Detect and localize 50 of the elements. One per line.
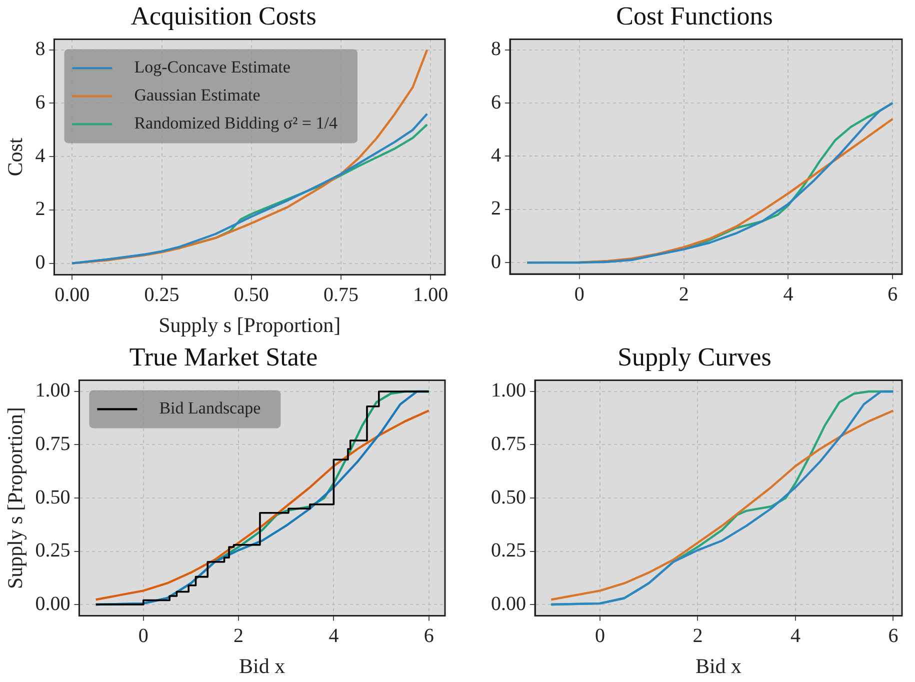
y-tick-label: 2 (35, 198, 46, 220)
y-tick-label: 6 (35, 91, 46, 114)
x-tick-label: 0 (574, 283, 584, 306)
x-tick-label: 2 (678, 283, 689, 306)
y-tick-label: 0.50 (491, 486, 526, 508)
x-tick-label: 6 (888, 283, 898, 306)
y-axis-title: Supply s [Proportion] (3, 406, 28, 590)
x-tick-label: 6 (424, 625, 434, 648)
x-tick-label: 0.00 (54, 284, 90, 306)
y-tick-label: 4 (491, 144, 501, 166)
x-tick-label: 4 (783, 283, 794, 306)
x-axis-title: Bid x (239, 654, 286, 678)
legend-label: Bid Landscape (159, 398, 261, 418)
y-tick-label: 0 (491, 250, 501, 273)
y-tick-label: 4 (35, 144, 46, 167)
x-tick-label: 1.00 (413, 284, 448, 306)
chart-title: Acquisition Costs (130, 1, 316, 30)
x-tick-label: 4 (790, 625, 800, 648)
x-tick-label: 2 (234, 625, 244, 648)
y-tick-label: 0.00 (35, 592, 70, 615)
x-tick-label: 2 (692, 625, 703, 648)
y-tick-label: 0 (35, 252, 46, 274)
x-axis-title: Bid x (695, 654, 742, 678)
chart-title: Cost Functions (616, 1, 773, 30)
y-tick-label: 8 (491, 38, 501, 60)
y-tick-label: 1.00 (491, 380, 526, 402)
x-tick-label: 6 (888, 625, 898, 648)
y-tick-label: 2 (491, 198, 501, 220)
chart-title: Supply Curves (618, 342, 772, 372)
x-tick-label: 0.25 (144, 284, 180, 306)
y-tick-label: 0.25 (491, 540, 526, 562)
y-tick-label: 0.00 (491, 592, 526, 615)
x-tick-label: 0.75 (324, 284, 359, 306)
legend-label: Gaussian Estimate (134, 86, 260, 105)
y-tick-label: 1.00 (35, 380, 70, 402)
x-axis-title: Supply s [Proportion] (158, 312, 341, 337)
x-tick-label: 0.50 (234, 284, 269, 306)
y-tick-label: 0.50 (35, 486, 70, 508)
y-tick-label: 6 (491, 91, 501, 114)
chart-title: True Market State (129, 342, 318, 372)
x-tick-label: 0 (594, 625, 605, 648)
legend-label: Randomized Bidding σ² = 1/4 (134, 114, 338, 133)
y-tick-label: 8 (35, 38, 46, 60)
y-tick-label: 0.75 (35, 432, 70, 455)
x-tick-label: 0 (138, 625, 148, 648)
y-tick-label: 0.75 (491, 432, 526, 455)
y-axis-title: Cost (3, 138, 28, 176)
y-tick-label: 0.25 (35, 540, 70, 562)
legend-label: Log-Concave Estimate (134, 58, 290, 77)
x-tick-label: 4 (328, 625, 339, 648)
